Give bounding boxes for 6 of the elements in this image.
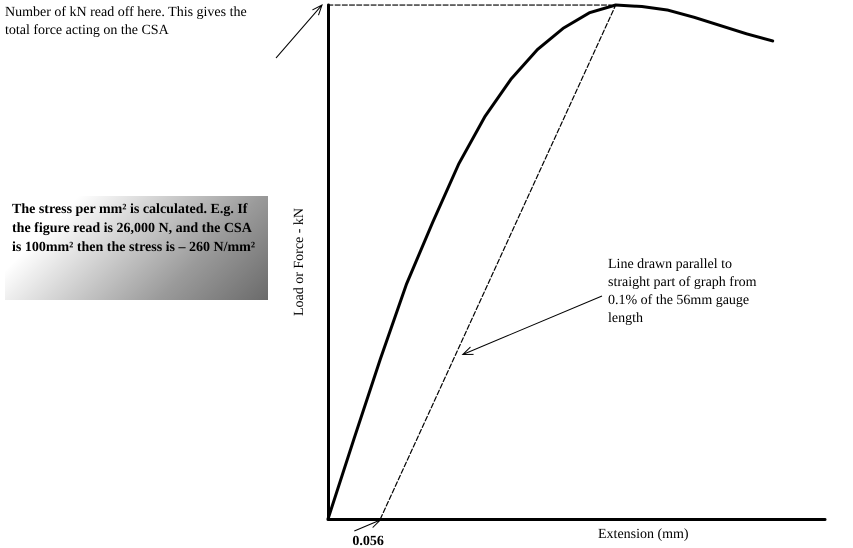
text: 0.056 <box>352 534 384 548</box>
x-axis-title: Extension (mm) <box>598 527 689 543</box>
y-axis-title: Load or Force - kN <box>292 208 308 316</box>
annotation: Line drawn parallel to straight part of graph from 0.1% of the 56mm gauge length <box>608 256 758 328</box>
text: Number of kN read off here. This gives the total force acting on the CSA <box>5 4 248 40</box>
text: The stress per mm² is calculated. E.g. If the figure read is 26,000 N, and the CSA is 100mm² then the stress is – 260 N/mm² <box>12 201 256 257</box>
